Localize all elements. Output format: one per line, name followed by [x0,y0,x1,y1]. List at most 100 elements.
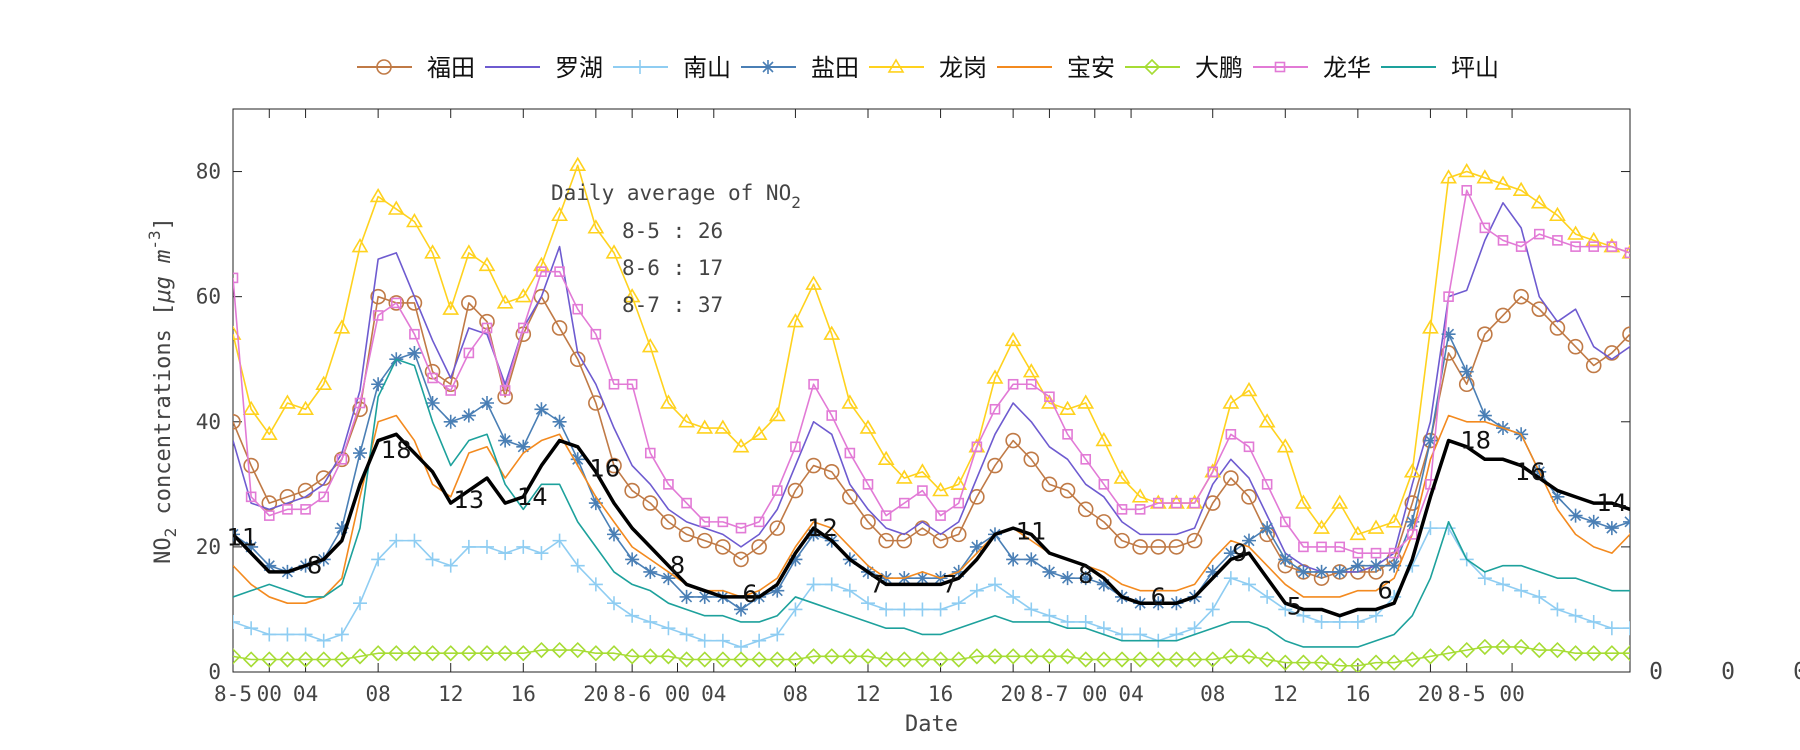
data-point [1023,451,1040,468]
data-point [1459,364,1474,379]
data-point [1476,638,1493,656]
legend-item: 坪山 [1381,54,1499,82]
data-point [699,516,711,528]
data-point [233,272,239,284]
data-point [498,433,513,448]
y-axis-label-part: NO [151,537,176,564]
series-大鹏 [233,638,1630,672]
legend-label: 南山 [683,54,731,82]
data-point [1132,539,1148,555]
data-point [607,527,621,542]
data-point [1641,283,1655,297]
data-point [370,645,387,662]
x-tick-label: 00 [1082,682,1107,706]
data-point [1152,497,1164,509]
data-label: 6 [1377,577,1392,605]
data-point [735,522,747,534]
data-point [442,645,459,662]
data-point [696,651,713,668]
data-point [1042,608,1057,623]
data-point [844,447,856,459]
legend-marker [887,58,905,73]
data-point [1585,357,1602,374]
data-point [1295,494,1312,509]
data-point [463,347,475,359]
data-point [1403,463,1421,478]
data-point [316,633,331,648]
data-point [551,320,568,336]
data-point [859,419,877,434]
data-point [569,641,586,659]
data-point [1405,514,1420,529]
data-point [1406,529,1418,540]
data-point [1552,235,1563,246]
data-point [771,485,783,496]
data-point [1059,648,1076,665]
data-point [808,378,819,390]
data-point [1115,627,1129,642]
data-point [1187,621,1202,636]
data-point [1223,470,1239,486]
data-point [572,303,584,315]
data-point [932,651,949,668]
data-point [1222,648,1239,665]
x-tick-label: 04 [293,682,318,706]
data-point [880,510,892,521]
data-point [480,396,494,411]
data-point [717,516,729,528]
data-point [1513,638,1530,656]
data-point [1588,241,1600,252]
data-point [626,378,638,390]
data-point [1060,571,1075,586]
data-point [681,497,692,509]
data-point [841,394,859,409]
data-point [1295,654,1312,671]
data-point [625,552,640,567]
data-point [427,372,438,384]
data-point [390,297,402,309]
x-tick-label: 8-5 [1448,682,1486,706]
data-point [950,526,967,543]
legend-marker [1274,61,1286,73]
data-point [823,325,841,340]
data-point [806,577,821,592]
data-point [896,651,913,668]
data-point [1062,428,1073,440]
data-point [1168,651,1185,668]
data-label: 13 [454,486,485,514]
data-point [1007,378,1019,390]
x-tick-label: 20 [583,682,608,706]
data-point [989,403,1001,415]
data-point [1096,577,1111,592]
data-point [951,596,966,611]
legend-marker [376,59,392,75]
data-point [442,300,460,315]
data-point [1204,651,1221,668]
data-label: 12 [807,514,838,542]
data-point [643,614,658,629]
data-point [1662,411,1671,420]
data-point [1423,433,1438,448]
data-point [233,325,242,340]
data-point [424,645,441,662]
data-point [569,156,587,171]
data-point [1531,301,1548,317]
data-point [516,539,531,554]
data-label: 8 [307,552,322,580]
annotation-title: Daily average of NO2 [551,181,801,212]
legend-item: 龙华 [1253,54,1371,82]
data-point [552,533,567,548]
data-point [660,394,677,409]
data-point [988,577,1002,592]
annotation-line: 8-6 : 17 [622,256,723,280]
data-point [1225,428,1237,440]
data-point [935,510,946,521]
data-point [1496,577,1510,592]
data-point [1059,482,1076,499]
data-point [1095,431,1113,447]
data-point [1350,614,1365,629]
legend-label: 大鹏 [1195,54,1243,82]
data-point [1367,654,1385,671]
x-tick-label: 00 [665,682,690,706]
data-point [1388,547,1400,559]
